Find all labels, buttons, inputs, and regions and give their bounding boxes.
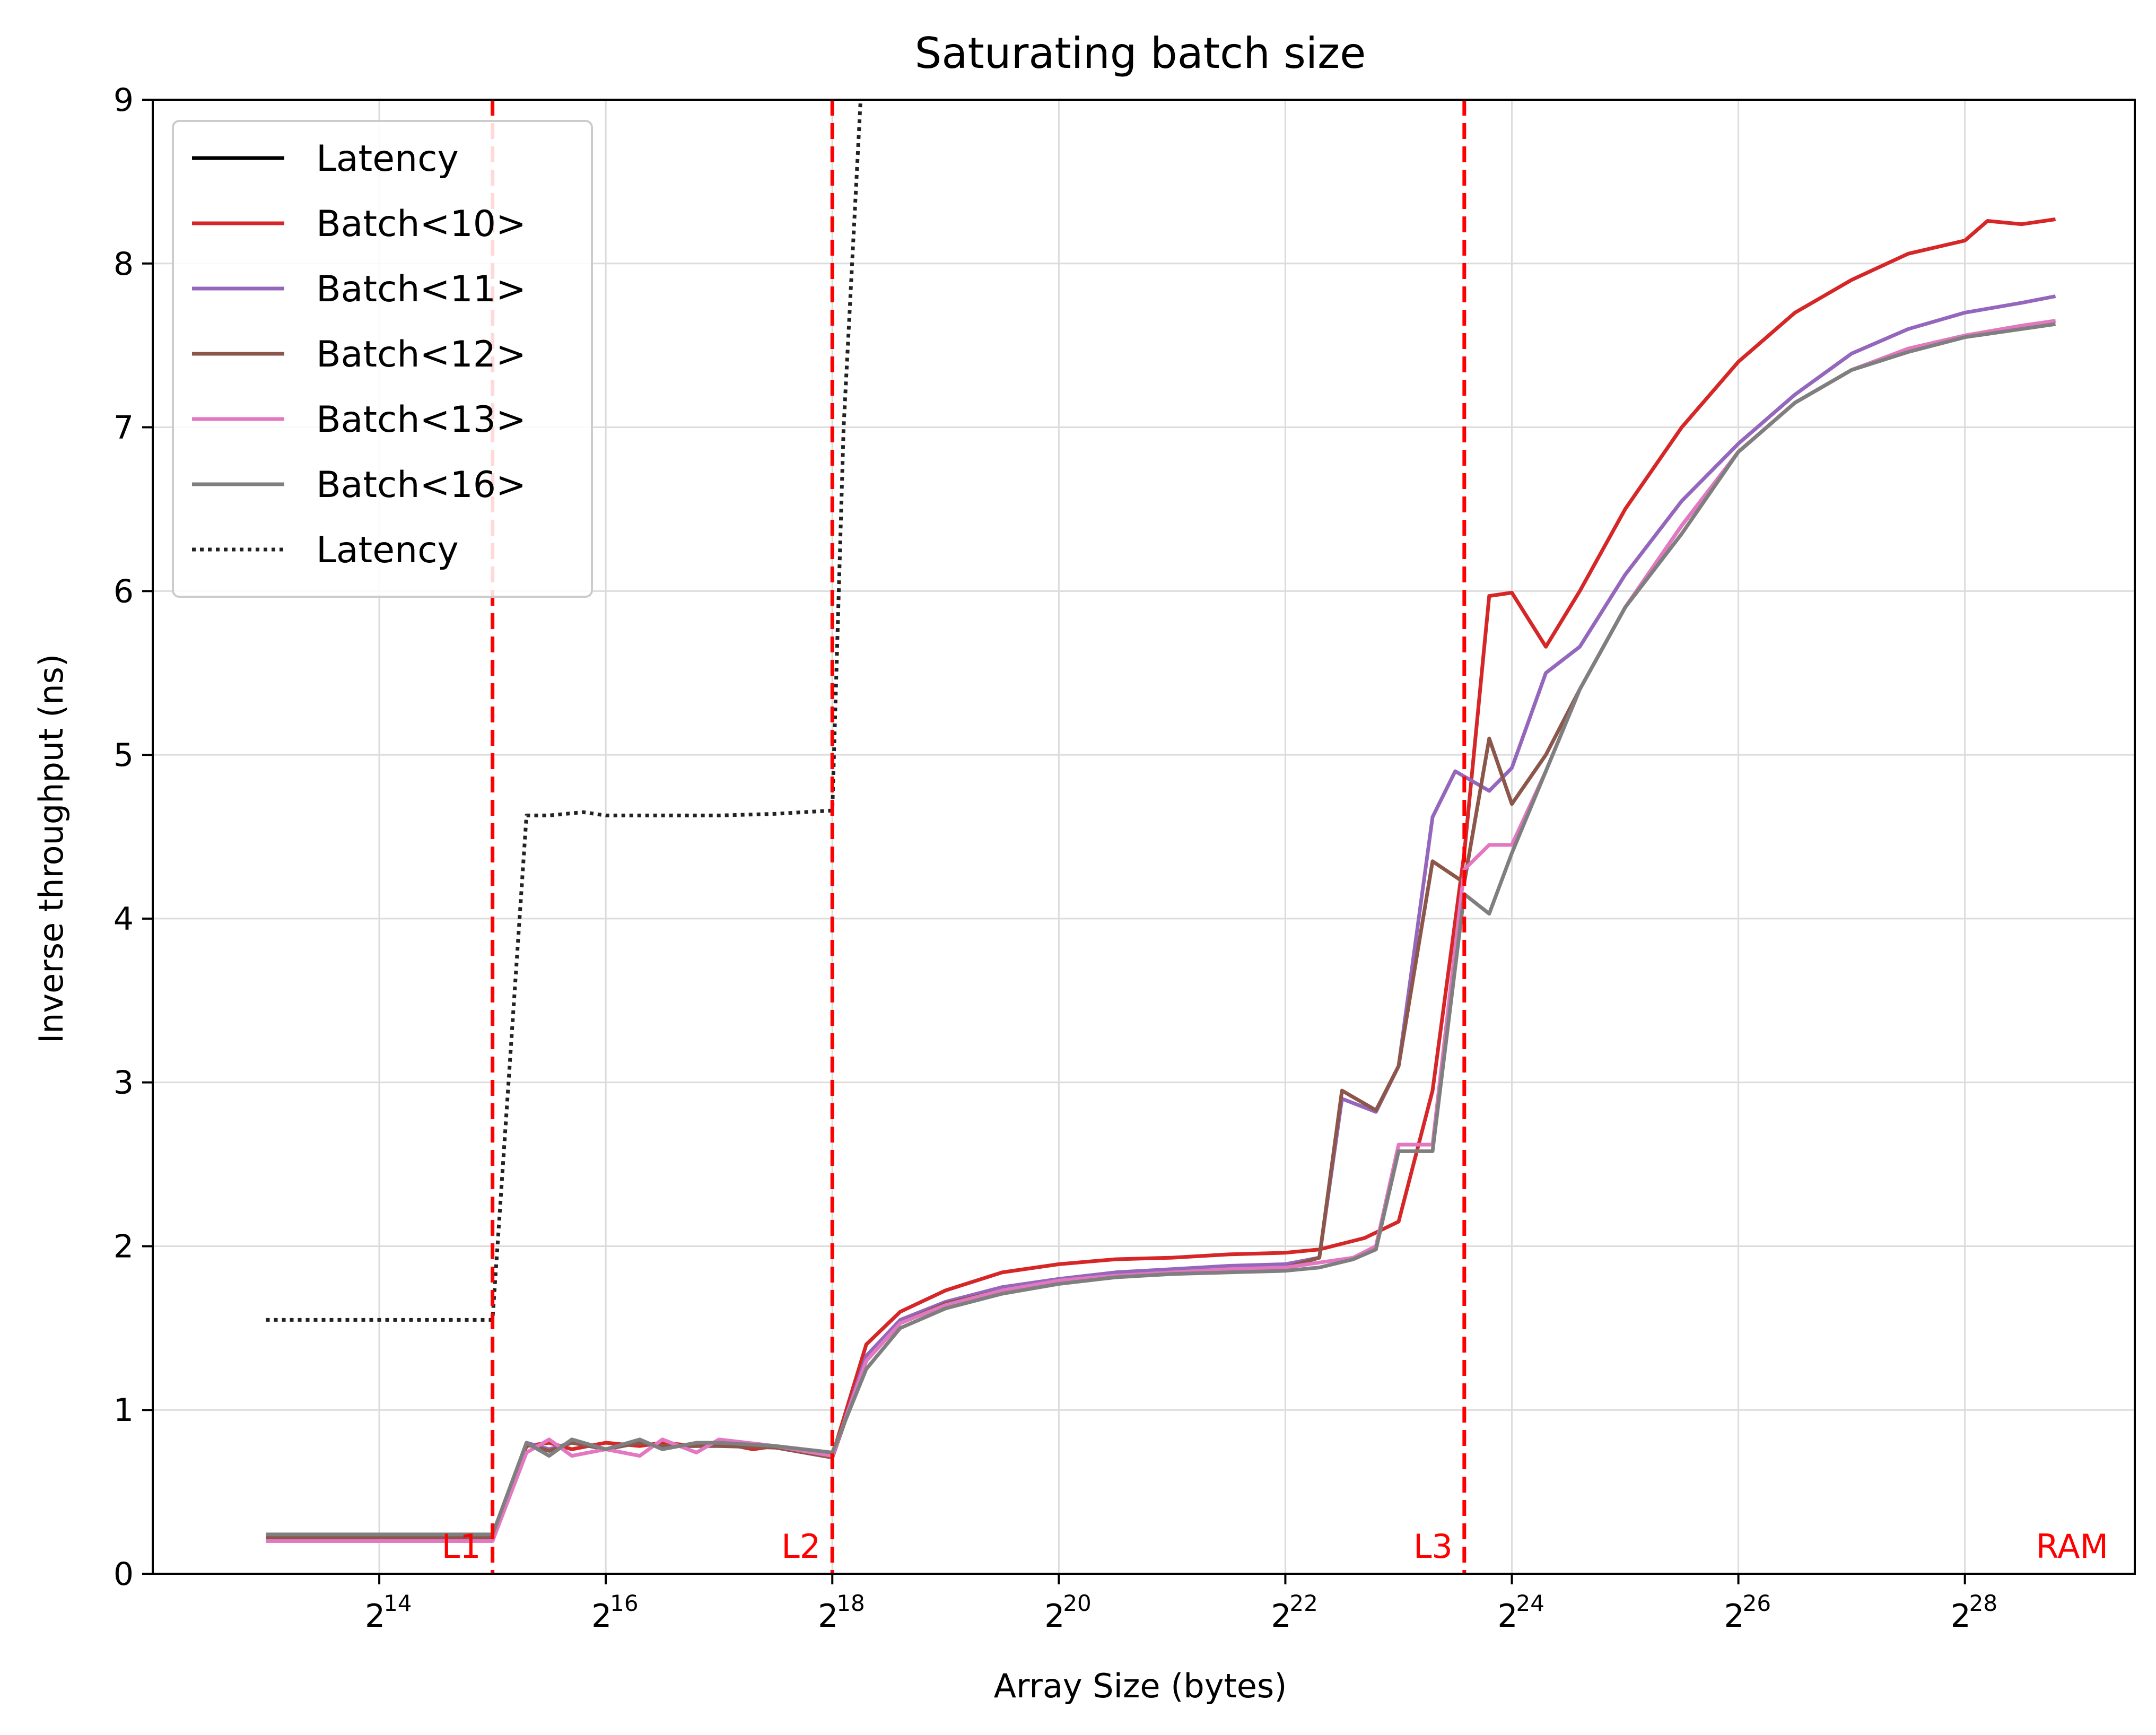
y-tick-label: 3 (114, 1065, 134, 1102)
x-tick-label: 2 (1497, 1598, 1517, 1635)
x-tick-label: 2 (1724, 1598, 1744, 1635)
x-axis-label: Array Size (bytes) (994, 1667, 1287, 1705)
x-tick-exponent: 14 (383, 1590, 412, 1616)
y-tick-label: 0 (114, 1556, 134, 1593)
x-axis-ticks: 214 216 218 220 222 224 226 228 (365, 1574, 1997, 1635)
y-tick-label: 9 (114, 82, 134, 119)
x-tick-exponent: 28 (1969, 1590, 1997, 1616)
x-tick-exponent: 26 (1743, 1590, 1771, 1616)
x-tick-exponent: 18 (836, 1590, 865, 1616)
plot-frame (152, 99, 2136, 1575)
cache-label-L2: L2 (781, 1527, 820, 1566)
legend: Latency Batch<10> Batch<11> Batch<12> Batch<… (172, 120, 593, 598)
y-axis-ticks: 0 1 2 3 4 5 6 7 8 9 (114, 82, 153, 1593)
x-tick-exponent: 22 (1289, 1590, 1317, 1616)
x-tick-exponent: 20 (1063, 1590, 1091, 1616)
x-tick-label: 2 (1271, 1598, 1291, 1635)
series-layer (266, 100, 2056, 1543)
x-tick-label: 2 (365, 1598, 385, 1635)
series-line-6 (266, 100, 863, 1322)
legend-box (172, 120, 593, 598)
y-tick-label: 8 (114, 246, 134, 283)
series-line-5 (266, 322, 2056, 1537)
y-tick-label: 1 (114, 1392, 134, 1429)
legend-entry: Batch<12> (316, 334, 526, 376)
legend-entry: Latency (316, 529, 459, 571)
legend-entry: Batch<13> (316, 399, 526, 441)
series-line-1 (266, 217, 2056, 1543)
legend-entry: Batch<11> (316, 268, 526, 310)
chart-title: Saturating batch size (915, 29, 1366, 78)
x-tick-label: 2 (818, 1598, 838, 1635)
legend-entry: Batch<16> (316, 464, 526, 506)
legend-entry: Latency (316, 138, 459, 180)
x-tick-exponent: 24 (1516, 1590, 1544, 1616)
y-tick-label: 6 (114, 573, 134, 610)
y-tick-label: 4 (114, 901, 134, 938)
x-tick-label: 2 (1951, 1598, 1971, 1635)
x-tick-label: 2 (591, 1598, 612, 1635)
y-tick-label: 7 (114, 409, 134, 447)
cache-label-L3: L3 (1413, 1527, 1453, 1566)
y-axis-label: Inverse throughput (ns) (32, 654, 71, 1043)
y-tick-label: 5 (114, 737, 134, 774)
legend-entry: Batch<10> (316, 203, 526, 245)
y-tick-label: 2 (114, 1228, 134, 1265)
x-tick-exponent: 16 (610, 1590, 638, 1616)
x-tick-label: 2 (1044, 1598, 1064, 1635)
cache-label-L1: L1 (442, 1527, 481, 1566)
cache-label-RAM: RAM (2036, 1527, 2108, 1566)
